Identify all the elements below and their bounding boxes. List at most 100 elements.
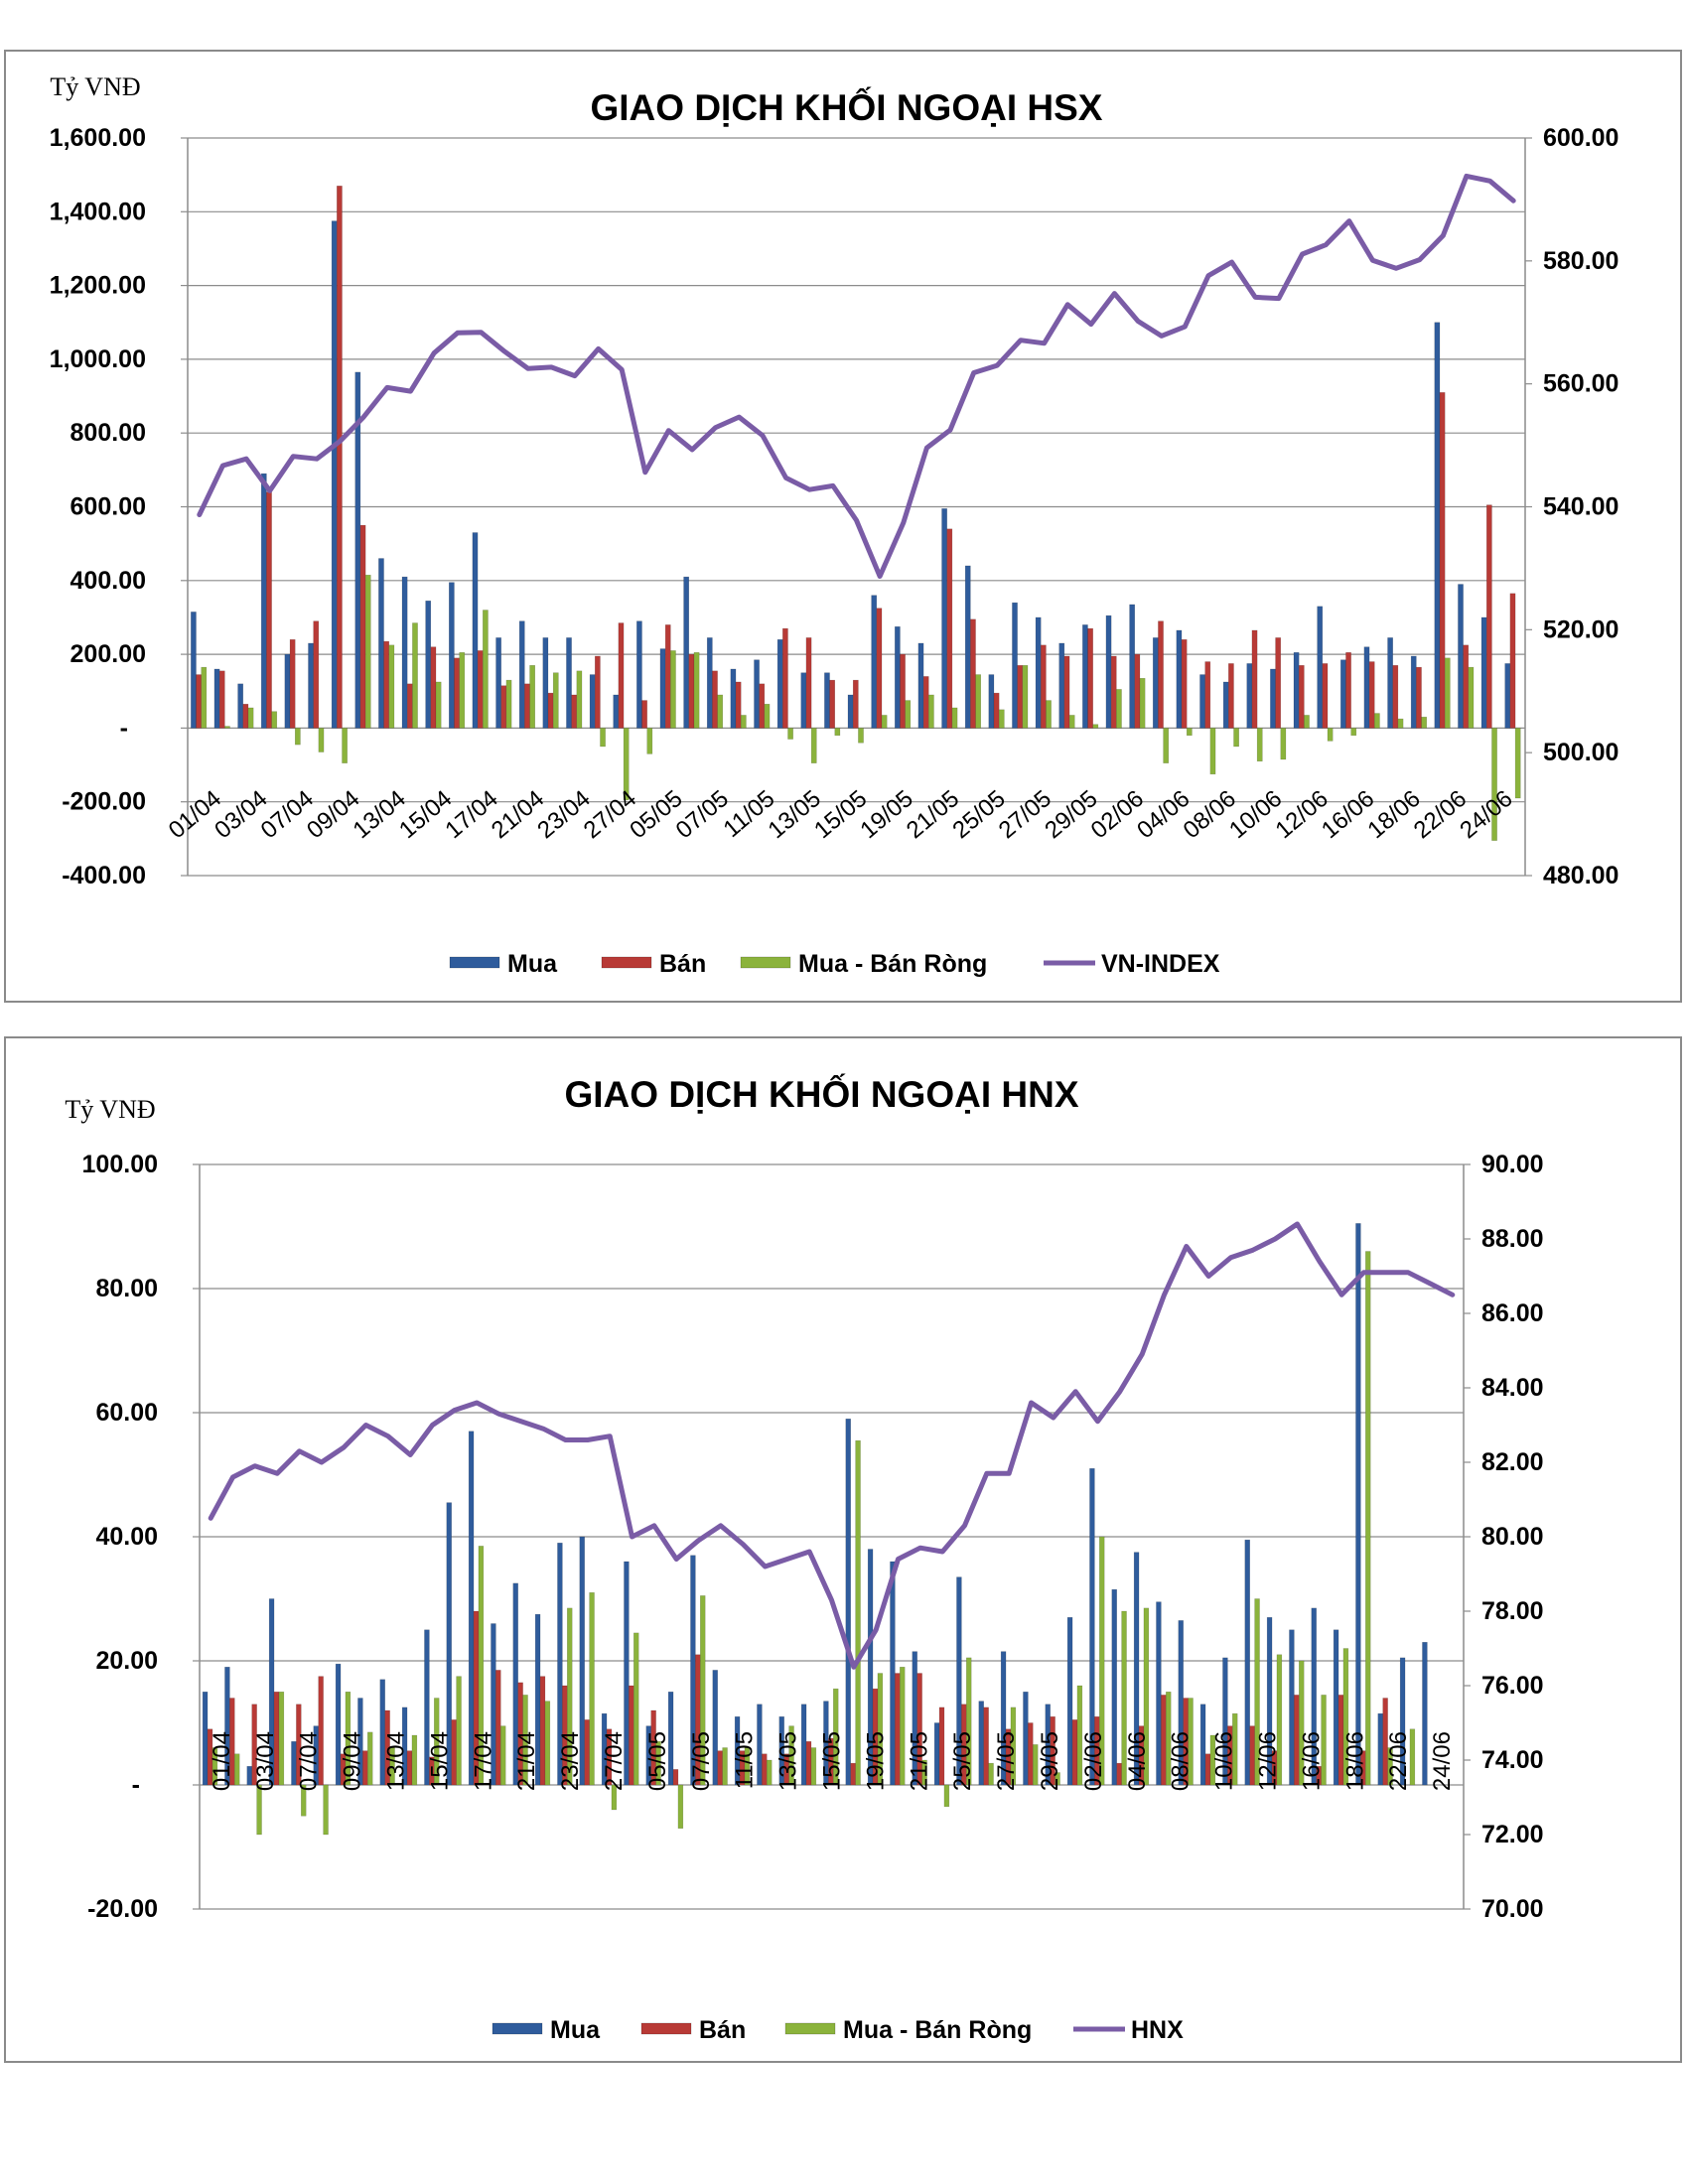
hsx-bar-mua	[1480, 616, 1487, 729]
hnx-bar-rong	[943, 1784, 950, 1808]
hsx-x-tick-label: 10/06	[1224, 785, 1287, 844]
hsx-bar-rong	[881, 715, 888, 729]
hsx-index-line	[197, 173, 1516, 579]
hsx-bar-rong	[1327, 728, 1334, 742]
hsx-bar-ban	[196, 674, 202, 729]
hsx-bar-ban	[664, 624, 671, 729]
hsx-legend-label: Mua	[507, 950, 558, 978]
hnx-bar-rong	[921, 1759, 927, 1786]
hnx-bar-mua	[712, 1670, 718, 1786]
hsx-bar-rong	[1233, 728, 1239, 748]
hsx-right-tick-label: 520.00	[1543, 615, 1618, 643]
hnx-bar-ban	[207, 1728, 213, 1786]
hnx-bar-ban	[606, 1728, 613, 1786]
hnx-x-tick-label: 27/05	[993, 1731, 1020, 1791]
hnx-bar-rong	[1143, 1607, 1150, 1786]
hsx-x-tick-label: 25/05	[947, 785, 1010, 844]
hsx-bar-mua	[941, 508, 947, 729]
hnx-bar-rong	[611, 1784, 618, 1811]
hnx-legend-swatch-ban	[640, 2022, 692, 2035]
hnx-bar-mua	[557, 1543, 563, 1786]
hnx-legend-label: Mua - Bán Ròng	[843, 2016, 1032, 2044]
hsx-bar-mua	[237, 683, 244, 729]
hnx-x-tick-label: 23/04	[557, 1731, 584, 1791]
hnx-x-tick-label: 12/06	[1254, 1731, 1281, 1791]
hnx-bar-mua	[446, 1502, 452, 1786]
hsx-bar-mua	[1458, 584, 1464, 729]
hnx-bar-rong	[1409, 1728, 1416, 1786]
hnx-x-tick-label: 07/05	[688, 1731, 715, 1791]
hsx-x-tick-label: 22/06	[1409, 785, 1472, 844]
hsx-x-tick-label: 05/05	[625, 785, 687, 844]
hnx-bar-mua	[579, 1536, 585, 1786]
hnx-bar-ban	[850, 1762, 856, 1786]
hnx-left-tick-label: 20.00	[95, 1647, 158, 1675]
hsx-bar-rong	[1209, 728, 1216, 775]
hnx-bar-ban	[1204, 1753, 1211, 1786]
hnx-chart-panel: GIAO DỊCH KHỐI NGOẠI HNX Tỷ VNĐ 100.00 80.0…	[4, 1036, 1682, 2063]
hsx-bar-rong	[810, 728, 817, 763]
hsx-bar-mua	[1387, 637, 1393, 729]
hnx-bar-rong	[278, 1692, 285, 1786]
hnx-bar-rong	[345, 1692, 352, 1786]
hsx-unit-label: Tỷ VNĐ	[50, 72, 140, 101]
hnx-left-tick-label: -20.00	[87, 1895, 158, 1923]
hsx-x-tick-label: 04/06	[1132, 785, 1195, 844]
hsx-right-tick-label: 540.00	[1543, 493, 1618, 521]
hnx-bar-mua	[956, 1576, 962, 1786]
hsx-bar-rong	[646, 728, 653, 754]
hnx-bar-rong	[1099, 1536, 1105, 1786]
hsx-bar-rong	[905, 700, 912, 729]
hsx-bar-ban	[1158, 620, 1164, 729]
hsx-x-tick-label: 17/04	[440, 785, 502, 844]
hnx-x-tick-label: 16/06	[1298, 1731, 1325, 1791]
hsx-bar-mua	[425, 600, 432, 729]
hsx-bar-ban	[1204, 661, 1211, 729]
hnx-bar-rong	[478, 1546, 485, 1786]
hnx-right-tick-label: 84.00	[1481, 1374, 1544, 1402]
hnx-x-tick-label: 15/04	[426, 1731, 453, 1791]
hnx-bar-rong	[744, 1747, 751, 1786]
hsx-bar-ban	[218, 670, 225, 729]
hsx-x-tick-label: 01/04	[164, 785, 226, 844]
hnx-bar-rong	[211, 1747, 218, 1786]
hsx-x-tick-label: 18/06	[1362, 785, 1425, 844]
hsx-bar-ban	[454, 657, 460, 729]
hsx-bar-ban	[876, 608, 883, 729]
hnx-unit-label: Tỷ VNĐ	[65, 1095, 155, 1124]
hnx-left-tick-label: 60.00	[95, 1399, 158, 1427]
hnx-x-tick-label: 13/05	[775, 1731, 802, 1791]
hsx-bar-ban	[1040, 644, 1047, 729]
hsx-bar-mua	[917, 642, 924, 729]
hnx-right-tick-label: 90.00	[1481, 1151, 1544, 1178]
hnx-legend-label: HNX	[1131, 2016, 1184, 2044]
hsx-bar-mua	[260, 473, 267, 729]
hsx-bar-rong	[224, 726, 230, 729]
hsx-left-tick-label: 200.00	[70, 640, 146, 668]
hsx-bar-mua	[191, 612, 197, 729]
hsx-bar-rong	[483, 610, 489, 729]
hnx-bar-ban	[629, 1685, 634, 1786]
hsx-bar-ban	[1345, 651, 1351, 729]
hsx-bar-rong	[201, 666, 208, 729]
hnx-bar-mua	[357, 1698, 363, 1786]
hsx-x-tick-label: 13/05	[764, 785, 826, 844]
hnx-bar-rong	[833, 1688, 839, 1786]
hsx-bar-ban	[266, 491, 272, 729]
hnx-bar-ban	[1050, 1716, 1055, 1786]
hsx-bar-rong	[787, 728, 793, 740]
hnx-bar-mua	[1422, 1642, 1428, 1786]
hnx-left-tick-label: -	[132, 1771, 140, 1799]
hnx-bar-ban	[895, 1673, 901, 1786]
hsx-bar-mua	[730, 668, 737, 729]
hnx-bar-rong	[301, 1784, 307, 1817]
hnx-bar-ban	[296, 1704, 302, 1786]
hsx-right-tick-label: 600.00	[1543, 124, 1618, 152]
hsx-bar-mua	[284, 653, 291, 729]
hsx-bar-rong	[576, 670, 583, 729]
hnx-bar-mua	[1023, 1692, 1029, 1786]
hnx-left-tick-label: 80.00	[95, 1275, 158, 1302]
hsx-chart-title: GIAO DỊCH KHỐI NGOẠI HSX	[591, 86, 1103, 128]
hsx-bar-mua	[824, 672, 830, 729]
hnx-bar-rong	[1254, 1598, 1260, 1786]
